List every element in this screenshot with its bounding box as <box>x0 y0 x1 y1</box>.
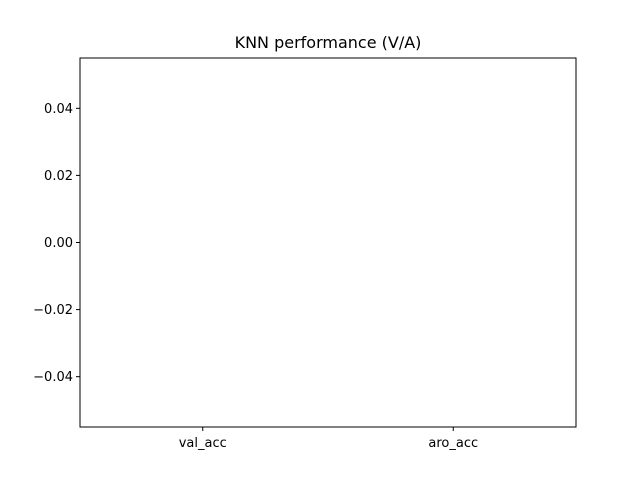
y-tick-label: −0.02 <box>33 303 73 318</box>
x-tick-label-aro-acc: aro_acc <box>428 436 478 451</box>
chart-title: KNN performance (V/A) <box>235 33 422 52</box>
y-tick-label: −0.04 <box>33 370 73 385</box>
y-axis: 0.04 0.02 0.00 −0.02 −0.04 <box>33 102 80 385</box>
x-axis: val_acc aro_acc <box>179 427 478 451</box>
y-tick-label: 0.02 <box>44 169 73 184</box>
y-tick-label: 0.00 <box>44 236 73 251</box>
x-tick-label-val-acc: val_acc <box>179 436 227 451</box>
plot-frame <box>79 57 577 428</box>
y-tick-label: 0.04 <box>44 102 73 117</box>
